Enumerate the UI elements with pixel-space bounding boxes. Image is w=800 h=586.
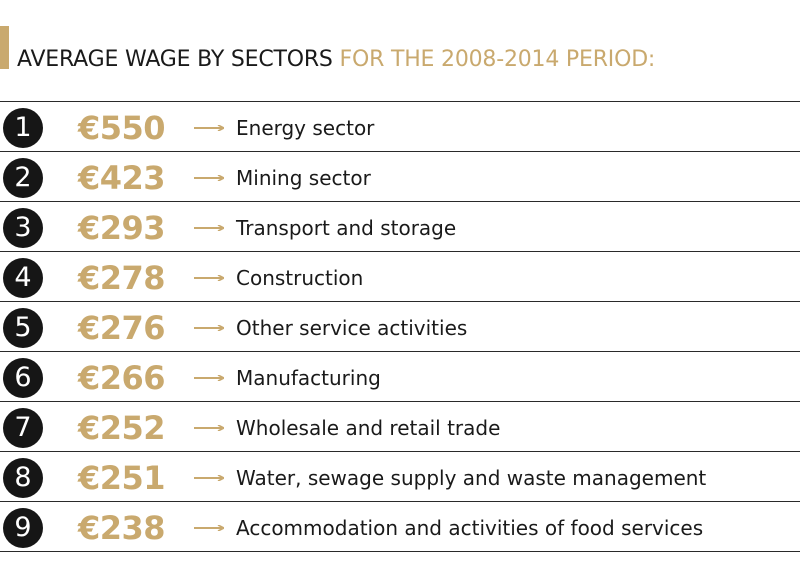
table-row: 5 €276 Other service activities bbox=[0, 301, 800, 351]
wage-value: €276 bbox=[78, 309, 166, 347]
table-row: 3 €293 Transport and storage bbox=[0, 201, 800, 251]
wage-value: €293 bbox=[78, 209, 166, 247]
table-row: 6 €266 Manufacturing bbox=[0, 351, 800, 401]
arrow-right-icon bbox=[194, 475, 224, 481]
table-row: 7 €252 Wholesale and retail trade bbox=[0, 401, 800, 451]
sector-label: Water, sewage supply and waste managemen… bbox=[236, 466, 707, 490]
arrow-right-icon bbox=[194, 425, 224, 431]
rank-badge: 8 bbox=[3, 458, 43, 498]
sector-label: Other service activities bbox=[236, 316, 468, 340]
rank-badge: 4 bbox=[3, 258, 43, 298]
arrow-right-icon bbox=[194, 225, 224, 231]
table-row: 1 €550 Energy sector bbox=[0, 101, 800, 151]
arrow-right-icon bbox=[194, 275, 224, 281]
rank-badge: 5 bbox=[3, 308, 43, 348]
wage-value: €550 bbox=[78, 109, 166, 147]
sector-label: Construction bbox=[236, 266, 364, 290]
wage-value: €423 bbox=[78, 159, 166, 197]
wage-value: €251 bbox=[78, 459, 166, 497]
table-row: 2 €423 Mining sector bbox=[0, 151, 800, 201]
arrow-right-icon bbox=[194, 375, 224, 381]
chart-title: AVERAGE WAGE BY SECTORS FOR THE 2008-201… bbox=[17, 46, 655, 74]
sector-label: Accommodation and activities of food ser… bbox=[236, 516, 704, 540]
wage-value: €278 bbox=[78, 259, 166, 297]
rank-badge: 2 bbox=[3, 158, 43, 198]
title-accent-bar bbox=[0, 26, 9, 69]
wage-value: €266 bbox=[78, 359, 166, 397]
rank-badge: 7 bbox=[3, 408, 43, 448]
wage-value: €238 bbox=[78, 509, 166, 547]
rank-badge: 9 bbox=[3, 508, 43, 548]
sector-label: Energy sector bbox=[236, 116, 375, 140]
rank-badge: 1 bbox=[3, 108, 43, 148]
rank-badge: 3 bbox=[3, 208, 43, 248]
title-part-main: AVERAGE WAGE BY SECTORS bbox=[17, 47, 333, 72]
title-part-period: FOR THE 2008-2014 PERIOD: bbox=[339, 47, 656, 72]
arrow-right-icon bbox=[194, 325, 224, 331]
sector-label: Mining sector bbox=[236, 166, 371, 190]
sector-label: Manufacturing bbox=[236, 366, 381, 390]
arrow-right-icon bbox=[194, 125, 224, 131]
table-row: 4 €278 Construction bbox=[0, 251, 800, 301]
sector-label: Transport and storage bbox=[236, 216, 457, 240]
rank-badge: 6 bbox=[3, 358, 43, 398]
wage-table: 1 €550 Energy sector 2 €423 Mining sector 3 €29… bbox=[0, 101, 800, 552]
arrow-right-icon bbox=[194, 525, 224, 531]
wage-value: €252 bbox=[78, 409, 166, 447]
table-row: 8 €251 Water, sewage supply and waste mana… bbox=[0, 451, 800, 501]
arrow-right-icon bbox=[194, 175, 224, 181]
sector-label: Wholesale and retail trade bbox=[236, 416, 501, 440]
table-row: 9 €238 Accommodation and activities of foo… bbox=[0, 501, 800, 552]
